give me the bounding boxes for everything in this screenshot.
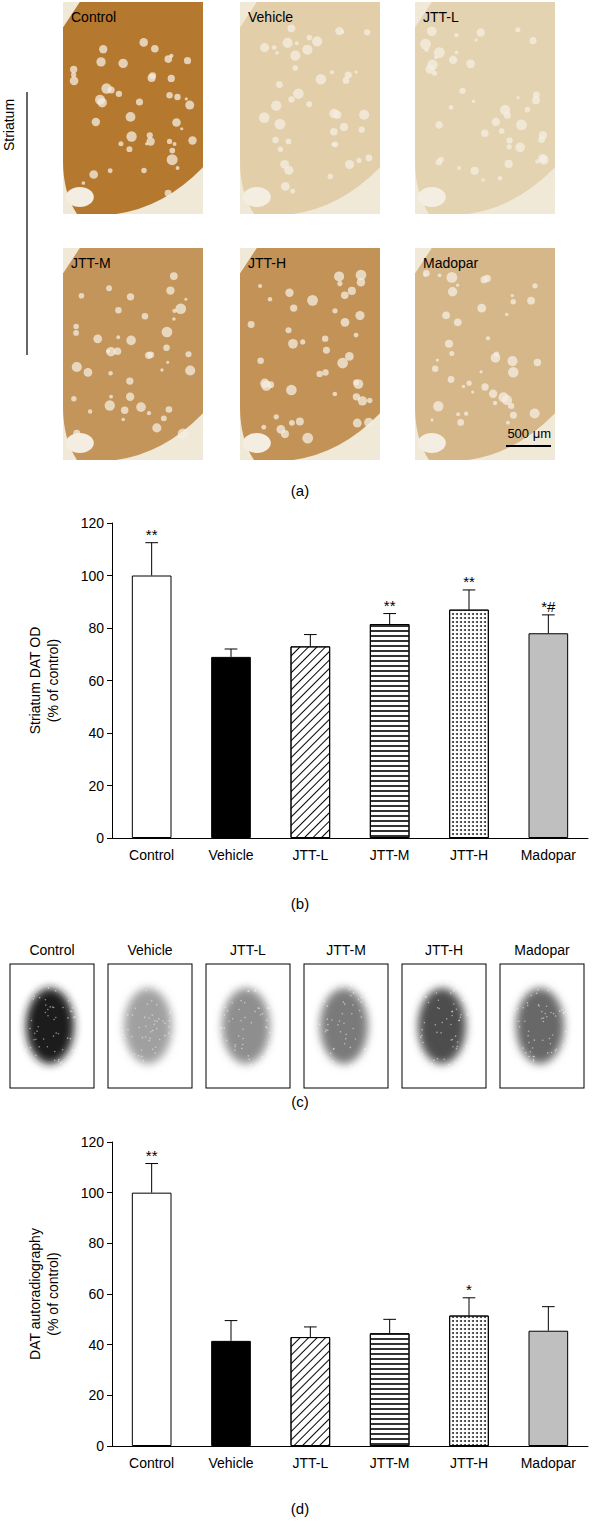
svg-text:120: 120: [81, 1134, 105, 1150]
svg-text:60: 60: [88, 1286, 104, 1302]
svg-text:JTT-L: JTT-L: [292, 847, 328, 863]
svg-text:Madopar: Madopar: [521, 1455, 577, 1471]
svg-text:120: 120: [81, 515, 105, 531]
svg-text:40: 40: [88, 725, 104, 741]
svg-text:JTT-H: JTT-H: [425, 942, 463, 958]
svg-text:Control: Control: [71, 9, 116, 25]
svg-text:Vehicle: Vehicle: [208, 1455, 253, 1471]
svg-text:Striatum DAT OD: Striatum DAT OD: [27, 627, 43, 735]
html-text:(b): (b): [290, 895, 310, 912]
svg-text:JTT-H: JTT-H: [248, 255, 286, 271]
svg-text:Madopar: Madopar: [423, 255, 479, 271]
svg-text:Control: Control: [129, 1455, 174, 1471]
svg-text:Vehicle: Vehicle: [127, 942, 172, 958]
svg-text:JTT-M: JTT-M: [71, 255, 111, 271]
svg-text:**: **: [384, 597, 396, 614]
svg-text:Vehicle: Vehicle: [208, 847, 253, 863]
svg-text:Vehicle: Vehicle: [248, 9, 293, 25]
svg-text:20: 20: [88, 778, 104, 794]
svg-text:JTT-M: JTT-M: [326, 942, 366, 958]
svg-text:**: **: [463, 573, 475, 590]
svg-text:JTT-H: JTT-H: [450, 847, 488, 863]
svg-text:Madopar: Madopar: [514, 942, 570, 958]
svg-text:JTT-L: JTT-L: [292, 1455, 328, 1471]
svg-text:40: 40: [88, 1337, 104, 1353]
html-text:(c): (c): [291, 1093, 309, 1110]
svg-text:**: **: [146, 526, 158, 543]
svg-text:*#: *#: [541, 598, 556, 615]
html-text:(a): (a): [290, 482, 310, 499]
svg-text:20: 20: [88, 1387, 104, 1403]
svg-text:0: 0: [96, 1438, 104, 1454]
svg-text:JTT-L: JTT-L: [230, 942, 266, 958]
svg-text:JTT-H: JTT-H: [450, 1455, 488, 1471]
svg-text:**: **: [146, 1147, 158, 1164]
svg-text:Control: Control: [129, 847, 174, 863]
svg-text:0: 0: [96, 830, 104, 846]
svg-text:80: 80: [88, 1235, 104, 1251]
svg-text:(% of control): (% of control): [45, 1252, 61, 1335]
svg-text:(% of control): (% of control): [45, 639, 61, 722]
svg-text:100: 100: [81, 568, 105, 584]
svg-text:500 μm: 500 μm: [507, 426, 551, 441]
svg-text:80: 80: [88, 620, 104, 636]
svg-text:Striatum: Striatum: [1, 99, 17, 151]
svg-text:Control: Control: [29, 942, 74, 958]
svg-text:DAT autoradiography: DAT autoradiography: [27, 1228, 43, 1360]
svg-text:JTT-L: JTT-L: [423, 9, 459, 25]
svg-text:Madopar: Madopar: [521, 847, 577, 863]
svg-text:*: *: [466, 1281, 472, 1298]
svg-text:JTT-M: JTT-M: [370, 847, 410, 863]
svg-text:JTT-M: JTT-M: [370, 1455, 410, 1471]
html-text:(d): (d): [290, 1500, 310, 1517]
svg-text:100: 100: [81, 1185, 105, 1201]
svg-text:60: 60: [88, 673, 104, 689]
